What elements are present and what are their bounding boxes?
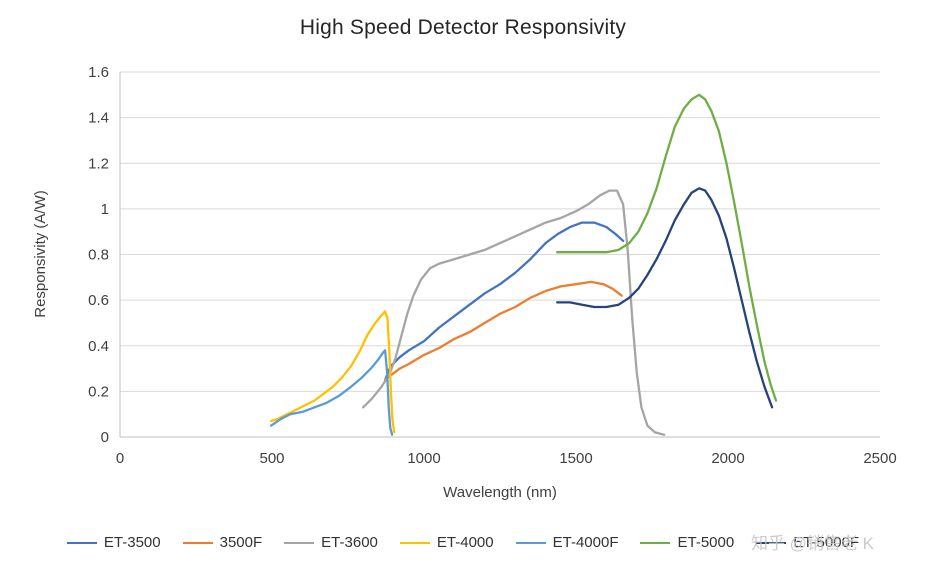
- y-tick-label: 0: [101, 429, 109, 446]
- x-tick-label: 0: [116, 450, 124, 467]
- legend-item-et-3600: ET-3600: [284, 534, 378, 551]
- plot-area: 0 0.2 0.4 0.6 0.8 1 1.2 1.4 1.6 0 500 1000 1500 2000 2…: [88, 64, 897, 467]
- series-line-et-3600: [362, 189, 666, 436]
- legend-label: ET-5000: [677, 534, 735, 551]
- legend-label: ET-4000F: [552, 534, 619, 551]
- watermark: 知乎 @销售老 K: [750, 534, 874, 553]
- x-tick-label: 2000: [711, 450, 744, 467]
- legend-item-3500f: 3500F: [182, 534, 263, 551]
- x-tick-label: 2500: [863, 450, 896, 467]
- y-tick-label: 1.6: [88, 64, 109, 81]
- series-line-et-4000: [269, 310, 396, 434]
- series-line-et-5000: [556, 93, 778, 402]
- legend-item-et-5000f: ET-5000F: [756, 534, 859, 551]
- series-line-et-3500: [383, 221, 625, 382]
- legend-swatch: [284, 541, 315, 544]
- legend-label: ET-3500: [103, 534, 161, 551]
- legend-swatch: [66, 541, 97, 544]
- legend-item-et-4000f: ET-4000F: [515, 534, 619, 551]
- legend-swatch: [399, 541, 430, 544]
- legend-label: 3500F: [219, 534, 263, 551]
- legend-label: ET-5000F: [793, 534, 860, 551]
- y-tick-label: 0.8: [88, 247, 109, 264]
- legend-swatch: [640, 541, 671, 544]
- y-tick-label: 1: [101, 201, 109, 218]
- legend-item-et-3500: ET-3500: [66, 534, 161, 551]
- legend-swatch: [182, 541, 213, 544]
- legend-swatch: [756, 541, 787, 544]
- y-tick-label: 1.4: [88, 110, 109, 127]
- legend-item-et-5000: ET-5000: [640, 534, 734, 551]
- series-line-et-4000f: [269, 349, 394, 436]
- x-tick-label: 1000: [407, 450, 440, 467]
- legend-item-et-4000: ET-4000: [399, 534, 494, 551]
- legend-label: ET-3600: [321, 534, 378, 551]
- y-tick-label: 1.2: [88, 155, 109, 172]
- y-tick-label: 0.6: [88, 292, 109, 309]
- x-tick-label: 500: [259, 450, 284, 467]
- series-line-et-5000f: [556, 187, 774, 409]
- x-tick-label: 1500: [559, 450, 592, 467]
- legend-label: ET-4000: [436, 534, 494, 551]
- legend-swatch: [515, 541, 546, 544]
- y-tick-label: 0.4: [88, 338, 109, 355]
- chart-title: High Speed Detector Responsivity: [299, 16, 627, 39]
- series-line-3500f: [383, 280, 623, 382]
- x-axis-label: Wavelength (nm): [443, 484, 557, 501]
- y-tick-label: 0.2: [88, 383, 109, 400]
- legend: ET-3500 3500F ET-3600 ET-4000 ET-4000F ET-500…: [0, 534, 926, 551]
